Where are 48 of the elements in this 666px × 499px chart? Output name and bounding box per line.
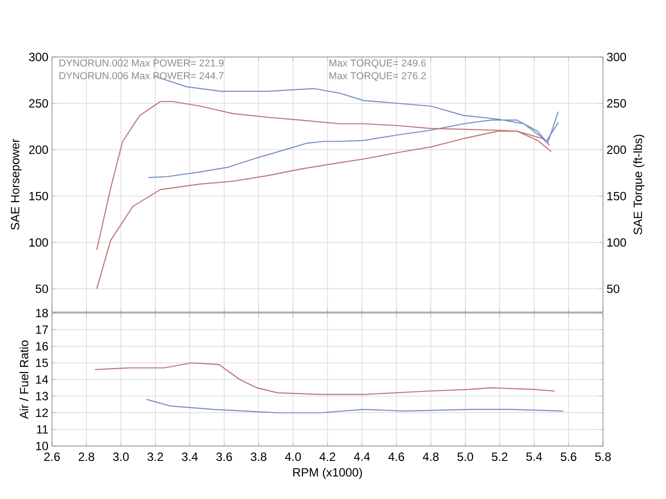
x-tick-label: 3.8 bbox=[250, 452, 266, 461]
y-tick-label: 14 bbox=[36, 375, 48, 384]
y-tick-label: 13 bbox=[36, 392, 48, 400]
x-tick-label: 5.6 bbox=[560, 452, 576, 461]
x-tick-label: 3.4 bbox=[182, 452, 198, 461]
x-tick-label: 4.8 bbox=[422, 452, 439, 461]
x-tick-label: 5.2 bbox=[492, 452, 508, 461]
y-tick-label: 200 bbox=[29, 145, 48, 154]
y-axis-title: Air / Fuel Ratio bbox=[20, 340, 28, 420]
line-series bbox=[146, 398, 564, 414]
y-tick-label: 18 bbox=[36, 308, 48, 318]
x-tick-label: 3.6 bbox=[216, 452, 232, 461]
x-tick-label: 5.8 bbox=[595, 452, 611, 461]
x-axis-title: RPM (x1000) bbox=[293, 468, 362, 479]
y2-tick-label: 300 bbox=[606, 52, 626, 62]
y-tick-label: 16 bbox=[36, 342, 48, 350]
y-axis-title: SAE Horsepower bbox=[10, 138, 22, 230]
y2-tick-label: 200 bbox=[607, 145, 626, 154]
annotation: Max TORQUE= 276.2 bbox=[330, 72, 426, 82]
x-tick-label: 2.8 bbox=[78, 452, 94, 461]
y-tick-label: 17 bbox=[36, 326, 48, 334]
x-tick-label: 4.6 bbox=[388, 452, 404, 461]
y2-tick-label: 100 bbox=[607, 238, 626, 247]
x-tick-label: 2.6 bbox=[44, 452, 60, 461]
y-tick-label: 250 bbox=[29, 99, 48, 108]
annotation: DYNORUN.002 Max POWER= 221.9 bbox=[60, 59, 224, 67]
y2-tick-label: 250 bbox=[607, 99, 626, 108]
y-tick-label: 15 bbox=[36, 358, 48, 368]
y-tick-label: 300 bbox=[28, 52, 48, 62]
x-tick-label: 5.4 bbox=[526, 452, 542, 461]
y-tick-label: 12 bbox=[36, 408, 48, 417]
x-tick-label: 4.0 bbox=[285, 452, 301, 461]
line-series bbox=[94, 362, 556, 396]
y-tick-label: 50 bbox=[36, 284, 48, 294]
y-tick-label: 10 bbox=[36, 442, 48, 450]
x-tick-label: 3.2 bbox=[147, 452, 164, 461]
y-tick-label: 150 bbox=[29, 192, 48, 200]
annotation: DYNORUN.006 Max POWER= 244.7 bbox=[60, 72, 224, 80]
y2-tick-label: 50 bbox=[607, 284, 620, 294]
y-tick-label: 100 bbox=[29, 238, 48, 247]
y2-tick-label: 150 bbox=[607, 192, 626, 200]
annotation: Max TORQUE= 249.6 bbox=[330, 59, 426, 68]
x-tick-label: 4.2 bbox=[319, 452, 336, 461]
x-tick-label: 3.0 bbox=[113, 452, 129, 461]
x-tick-label: 5.0 bbox=[457, 452, 474, 461]
y-tick-label: 11 bbox=[36, 425, 48, 434]
y2-axis-title: SAE Torque (ft-lbs) bbox=[633, 134, 644, 234]
x-tick-label: 4.4 bbox=[354, 452, 370, 461]
